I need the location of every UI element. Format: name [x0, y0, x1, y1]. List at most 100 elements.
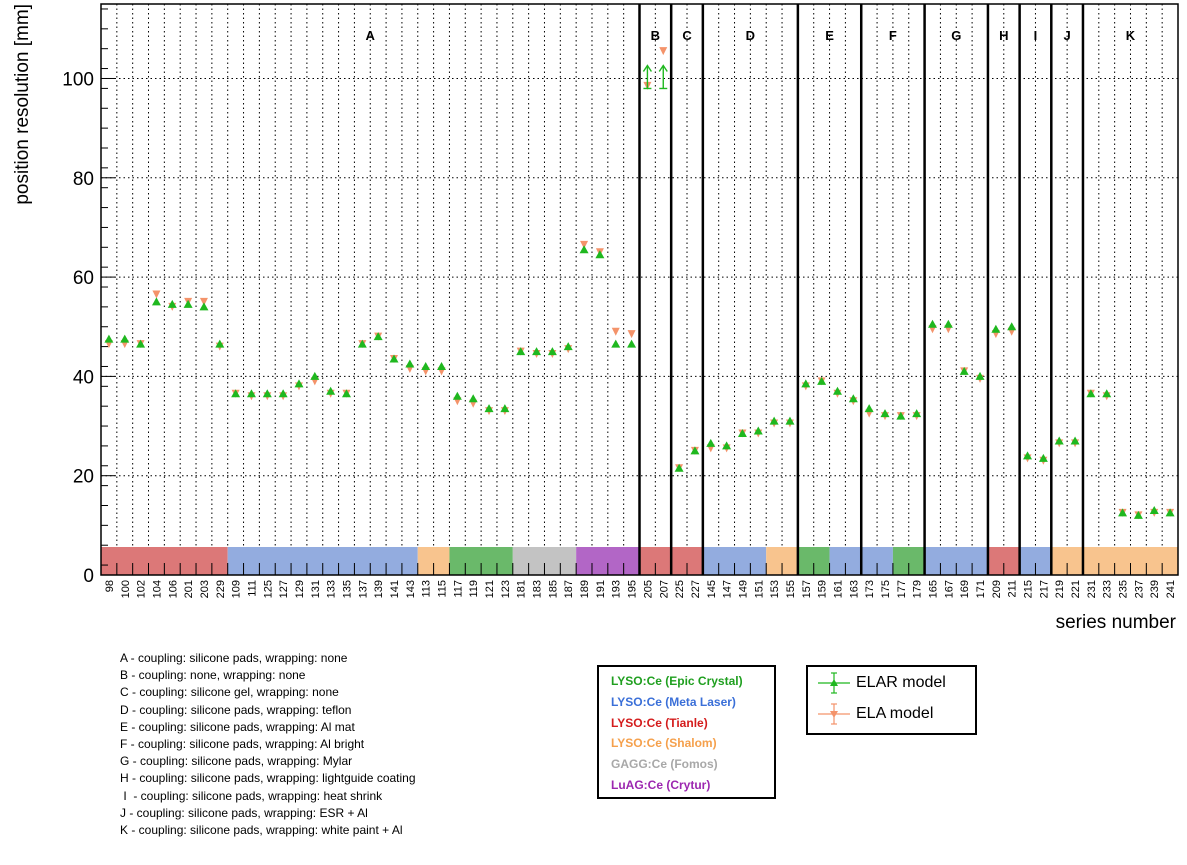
elar-data-point	[1102, 389, 1112, 398]
elar-data-point	[310, 371, 320, 380]
group-label-j: J	[1064, 28, 1071, 43]
group-label-b: B	[651, 28, 660, 43]
x-tick-label: 113	[421, 580, 433, 598]
elar-data-point	[848, 394, 858, 403]
elar-data-point	[928, 319, 938, 328]
elar-data-point	[690, 446, 700, 455]
y-tick-label: 40	[73, 367, 94, 388]
plot-frame	[100, 3, 1179, 576]
x-tick-label: 217	[1038, 580, 1050, 598]
x-tick-label: 159	[817, 580, 829, 598]
elar-data-point	[627, 339, 637, 348]
ela-data-point	[199, 297, 208, 306]
x-tick-label: 149	[737, 580, 749, 598]
elar-data-point	[1007, 322, 1017, 331]
group-legend-line-h: H - coupling: silicone pads, wrapping: l…	[120, 771, 416, 786]
elar-model-label: ELAR model	[856, 674, 946, 691]
group-label-g: G	[951, 28, 961, 43]
elar-data-point	[1054, 436, 1064, 445]
model-legend-ela: ELA model	[808, 701, 975, 727]
x-tick-label: 229	[215, 580, 227, 598]
elar-data-point	[674, 463, 684, 472]
elar-data-point	[104, 334, 114, 343]
elar-data-point	[1086, 389, 1096, 398]
x-tick-label: 175	[880, 580, 892, 598]
x-tick-label: 183	[532, 580, 544, 598]
elar-data-point	[373, 332, 383, 341]
x-tick-label: 131	[310, 580, 322, 598]
group-label-f: F	[889, 28, 897, 43]
elar-data-point	[294, 379, 304, 388]
x-tick-label: 233	[1102, 580, 1114, 598]
group-label-i: I	[1034, 28, 1038, 43]
x-tick-label: 179	[912, 580, 924, 598]
group-legend-line-g: G - coupling: silicone pads, wrapping: M…	[120, 754, 353, 769]
elar-data-point	[199, 302, 209, 311]
group-label-a: A	[366, 28, 376, 43]
elar-data-point	[611, 339, 621, 348]
group-label-k: K	[1126, 28, 1136, 43]
x-tick-label: 169	[959, 580, 971, 598]
elar-data-point	[151, 297, 161, 306]
x-tick-label: 161	[832, 580, 844, 598]
group-legend-line-k: K - coupling: silicone pads, wrapping: w…	[120, 823, 403, 838]
material-legend-epic-crystal: LYSO:Ce (Epic Crystal)	[611, 674, 743, 688]
elar-data-point	[183, 299, 193, 308]
elar-data-point	[1149, 505, 1159, 514]
x-tick-label: 207	[658, 580, 670, 598]
ela-data-point	[659, 47, 668, 56]
elar-data-point	[959, 366, 969, 375]
x-tick-label: 98	[104, 580, 116, 592]
x-tick-label: 165	[928, 580, 940, 598]
elar-data-point	[1133, 510, 1143, 519]
x-tick-label: 239	[1149, 580, 1161, 598]
x-tick-label: 153	[769, 580, 781, 598]
x-tick-label: 119	[468, 580, 480, 598]
elar-data-point	[468, 394, 478, 403]
x-tick-label: 151	[753, 580, 765, 598]
ela-data-point	[627, 330, 636, 339]
x-tick-label: 227	[690, 580, 702, 598]
x-tick-label: 205	[642, 580, 654, 598]
elar-data-point	[278, 389, 288, 398]
x-tick-label: 171	[975, 580, 987, 598]
x-tick-label: 195	[627, 580, 639, 598]
material-legend-shalom: LYSO:Ce (Shalom)	[611, 736, 717, 751]
x-tick-label: 225	[674, 580, 686, 598]
x-tick-label: 109	[231, 580, 243, 598]
material-legend-crytur: LuAG:Ce (Crytur)	[611, 777, 711, 792]
elar-data-point	[753, 426, 763, 435]
elar-data-point	[722, 441, 732, 450]
x-tick-label: 143	[405, 580, 417, 598]
elar-data-point	[1023, 451, 1033, 460]
elar-data-point	[563, 342, 573, 351]
y-axis-title: position resolution [mm]	[12, 4, 33, 205]
elar-data-point	[120, 334, 130, 343]
x-tick-label: 235	[1118, 580, 1130, 598]
y-tick-label: 20	[73, 467, 94, 488]
elar-data-point	[167, 299, 177, 308]
material-legend-fomos: GAGG:Ce (Fomos)	[611, 757, 718, 772]
elar-limit-arrowhead	[642, 64, 653, 72]
x-tick-label: 115	[437, 580, 449, 598]
x-tick-label: 237	[1133, 580, 1145, 598]
x-axis-title: series number	[1056, 612, 1177, 633]
model-legend: ELAR model ELA model	[806, 665, 977, 735]
x-tick-label: 211	[1007, 580, 1019, 598]
elar-data-point	[326, 386, 336, 395]
elar-data-point	[1118, 508, 1128, 517]
x-tick-label: 231	[1086, 580, 1098, 598]
x-tick-label: 147	[722, 580, 734, 598]
ela-data-point	[580, 240, 589, 249]
group-legend-line-j: J - coupling: silicone pads, wrapping: E…	[120, 805, 368, 820]
elar-data-point	[912, 409, 922, 418]
group-legend-line-a: A - coupling: silicone pads, wrapping: n…	[120, 651, 348, 665]
y-tick-label: 0	[83, 566, 94, 587]
elar-data-point	[389, 354, 399, 363]
y-tick-label: 80	[73, 169, 94, 190]
material-legend: LYSO:Ce (Epic Crystal) LYSO:Ce (Meta Las…	[597, 665, 776, 799]
elar-data-point	[516, 347, 526, 356]
elar-data-point	[1038, 453, 1048, 462]
elar-limit-arrowhead	[658, 64, 668, 72]
elar-data-point	[421, 361, 431, 370]
